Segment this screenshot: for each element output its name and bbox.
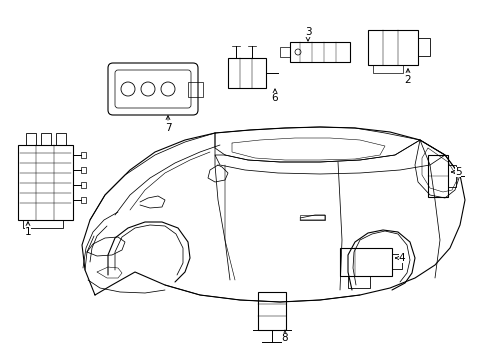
Text: 6: 6 [271,89,278,103]
Bar [81,152,86,158]
Bar [26,133,36,145]
Bar [81,197,86,203]
Text: 5: 5 [450,167,460,177]
Bar [81,182,86,188]
Bar [447,165,455,187]
Bar [391,254,401,269]
Bar [280,47,289,57]
Text: 1: 1 [24,222,31,237]
Bar [347,276,369,288]
Bar [417,38,429,56]
Bar [227,58,265,88]
Bar [187,82,203,97]
Text: 3: 3 [304,27,311,41]
Bar [289,42,349,62]
Bar [339,248,391,276]
Text: 2: 2 [404,69,410,85]
Bar [372,65,402,73]
Bar [18,145,73,220]
Text: 4: 4 [395,253,405,263]
Text: 8: 8 [281,330,288,343]
Bar [56,133,66,145]
Bar [367,30,417,65]
Bar [81,167,86,173]
Bar [41,133,51,145]
Bar [299,215,325,220]
Bar [427,155,447,197]
Bar [23,220,63,228]
Bar [258,292,285,330]
Text: 7: 7 [164,116,171,133]
